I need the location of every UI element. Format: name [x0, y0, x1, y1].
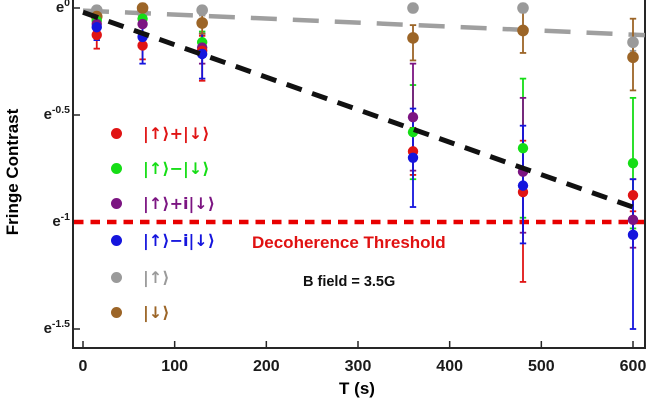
plot-frame [72, 0, 646, 349]
x-tick-label-600: 600 [619, 358, 647, 375]
population-fit-line [82, 8, 646, 38]
legend-marker-up-minus-i-down-icon [111, 234, 122, 246]
x-tick-label-400: 400 [436, 358, 463, 375]
point-down-t600 [627, 51, 639, 64]
legend-marker-up-icon [111, 271, 122, 283]
x-axis-title: T (s) [339, 379, 375, 398]
point-up-minus-down-t600 [627, 157, 639, 169]
decoherence-threshold-label: Decoherence Threshold [252, 233, 446, 252]
b-field-annotation: B field = 3.5G [303, 274, 396, 290]
point-up-plus-down-t600 [627, 190, 639, 201]
x-tick-label-300: 300 [344, 358, 372, 375]
superposition-fit-line [82, 9, 637, 211]
point-down-t480 [517, 24, 529, 37]
legend-label-up: |↑⟩ [143, 267, 170, 287]
legend-item-up-plus-i-down: |↑⟩+i|↓⟩ [111, 192, 215, 214]
legend-label-up-plus-i-down: |↑⟩+i|↓⟩ [143, 193, 216, 213]
point-up-t600 [627, 36, 639, 49]
point-up-minus-i-down-t360 [407, 152, 419, 163]
point-up-minus-i-down-t480 [517, 180, 529, 191]
legend-marker-up-minus-down-icon [111, 162, 122, 174]
y-tick-label-e-0.5: e-0.5 [43, 104, 70, 123]
legend-label-up-minus-i-down: |↑⟩−i|↓⟩ [143, 230, 216, 250]
point-up-plus-down-t65 [137, 40, 148, 51]
point-up-plus-i-down-t360 [407, 111, 419, 123]
point-down-t130 [196, 17, 208, 29]
point-up-plus-i-down-t600 [627, 214, 639, 226]
legend-item-up: |↑⟩ [111, 266, 170, 288]
point-up-minus-down-t480 [517, 142, 529, 154]
legend-item-up-minus-i-down: |↑⟩−i|↓⟩ [111, 229, 215, 251]
legend-label-up-plus-down: |↑⟩+|↓⟩ [143, 123, 210, 143]
legend-marker-up-plus-i-down-icon [111, 197, 122, 209]
legend-item-up-minus-down: |↑⟩−|↓⟩ [111, 157, 210, 179]
point-down-t65 [136, 2, 149, 14]
point-up-plus-i-down-t65 [137, 18, 148, 30]
y-tick-label-e-1: e-1 [52, 211, 70, 230]
y-tick-label-e0: e0 [55, 0, 70, 16]
x-tick-label-500: 500 [527, 358, 555, 375]
point-up-t130 [196, 4, 208, 16]
point-up-t480 [517, 2, 529, 14]
legend-label-up-minus-down: |↑⟩−|↓⟩ [143, 158, 210, 178]
point-down-t360 [407, 32, 419, 44]
x-tick-label-0: 0 [78, 358, 88, 375]
legend-item-down: |↓⟩ [111, 301, 170, 323]
legend-label-down: |↓⟩ [143, 302, 170, 322]
y-tick-label-e-1.5: e-1.5 [43, 318, 70, 337]
legend-marker-down-icon [111, 306, 122, 318]
legend-item-up-plus-down: |↑⟩+|↓⟩ [111, 122, 210, 144]
point-up-minus-i-down-t600 [627, 229, 639, 241]
x-tick-label-100: 100 [161, 358, 188, 375]
point-up-minus-i-down-t15 [91, 22, 102, 33]
legend-marker-up-plus-down-icon [111, 127, 122, 139]
x-tick-label-200: 200 [252, 358, 280, 375]
point-up-t360 [407, 2, 419, 14]
point-up-plus-down-t15 [91, 29, 102, 41]
